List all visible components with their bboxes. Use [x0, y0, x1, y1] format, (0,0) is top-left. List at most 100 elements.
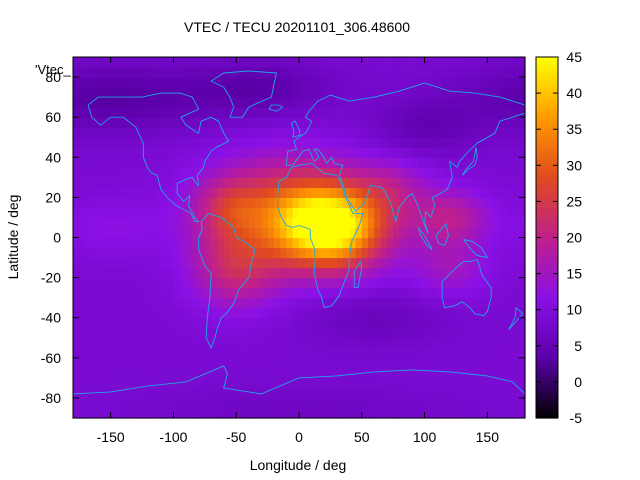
heatmap-cell [299, 297, 306, 309]
heatmap-cell [518, 157, 526, 168]
heatmap-cell [85, 207, 93, 219]
heatmap-cell [79, 77, 87, 88]
heatmap-cell [512, 317, 520, 329]
heatmap-cell [236, 327, 244, 339]
heatmap-cell [236, 387, 244, 399]
colorbar-segment [536, 186, 558, 190]
heatmap-cell [267, 387, 275, 399]
heatmap-cell [104, 127, 112, 138]
heatmap-cell [330, 387, 338, 399]
heatmap-cell [311, 347, 319, 359]
heatmap-cell [499, 317, 507, 329]
heatmap-cell [368, 127, 375, 138]
heatmap-cell [79, 307, 87, 319]
heatmap-cell [110, 237, 118, 249]
heatmap-cell [236, 257, 244, 269]
heatmap-cell [518, 297, 526, 309]
heatmap-cell [123, 117, 131, 128]
heatmap-cell [493, 187, 501, 198]
heatmap-cell [342, 367, 350, 379]
heatmap-cell [186, 217, 193, 229]
heatmap-cell [73, 297, 80, 309]
heatmap-cell [135, 157, 143, 168]
heatmap-cell [217, 87, 225, 98]
heatmap-cell [355, 157, 363, 168]
heatmap-cell [160, 267, 168, 279]
heatmap-cell [299, 387, 306, 399]
heatmap-cell [499, 407, 507, 419]
heatmap-cell [499, 267, 507, 279]
heatmap-cell [167, 57, 175, 68]
heatmap-grid [73, 57, 526, 419]
heatmap-cell [324, 287, 331, 299]
heatmap-cell [380, 357, 388, 369]
heatmap-cell [142, 187, 149, 198]
heatmap-cell [487, 337, 495, 349]
heatmap-cell [481, 287, 488, 299]
x-tick-label: 100 [413, 429, 437, 445]
heatmap-cell [317, 177, 325, 188]
heatmap-cell [135, 177, 143, 188]
heatmap-cell [405, 167, 413, 178]
heatmap-cell [474, 277, 482, 289]
heatmap-cell [487, 157, 495, 168]
heatmap-cell [73, 87, 80, 98]
heatmap-cell [129, 207, 137, 219]
x-tick-label: 0 [295, 429, 303, 445]
heatmap-cell [129, 67, 137, 78]
heatmap-cell [286, 227, 294, 239]
heatmap-cell [374, 107, 382, 118]
heatmap-cell [148, 347, 156, 359]
heatmap-cell [393, 327, 401, 339]
heatmap-cell [217, 177, 225, 188]
heatmap-cell [186, 227, 193, 239]
colorbar-segment [536, 270, 558, 275]
heatmap-cell [481, 187, 488, 198]
heatmap-cell [198, 87, 206, 98]
heatmap-cell [198, 147, 206, 158]
heatmap-cell [236, 377, 244, 389]
colorbar-segment [536, 117, 558, 121]
heatmap-cell [437, 127, 444, 138]
heatmap-cell [430, 147, 438, 158]
heatmap-cell [79, 197, 87, 209]
heatmap-cell [286, 297, 294, 309]
heatmap-cell [242, 277, 250, 289]
heatmap-cell [248, 267, 256, 279]
heatmap-cell [104, 117, 112, 128]
heatmap-cell [499, 137, 507, 148]
heatmap-cell [405, 277, 413, 289]
colorbar-segment [536, 159, 558, 163]
heatmap-cell [204, 287, 212, 299]
heatmap-cell [518, 227, 526, 239]
heatmap-cell [317, 307, 325, 319]
heatmap-cell [292, 57, 300, 68]
heatmap-cell [135, 407, 143, 419]
heatmap-cell [148, 147, 156, 158]
heatmap-cell [487, 97, 495, 108]
heatmap-cell [324, 127, 331, 138]
heatmap-cell [123, 147, 131, 158]
heatmap-cell [204, 187, 212, 198]
heatmap-cell [386, 327, 394, 339]
heatmap-cell [223, 247, 231, 259]
heatmap-cell [361, 207, 369, 219]
heatmap-cell [160, 217, 168, 229]
heatmap-cell [299, 397, 306, 409]
heatmap-cell [317, 277, 325, 289]
heatmap-cell [148, 127, 156, 138]
heatmap-cell [443, 67, 451, 78]
heatmap-cell [437, 297, 444, 309]
heatmap-cell [255, 277, 262, 289]
heatmap-cell [342, 127, 350, 138]
heatmap-cell [286, 337, 294, 349]
coastline-uk [291, 120, 301, 138]
heatmap-cell [98, 87, 105, 98]
heatmap-cell [261, 267, 269, 279]
heatmap-cell [229, 377, 237, 389]
heatmap-cell [437, 237, 444, 249]
heatmap-cell [91, 147, 99, 158]
colorbar-segment [536, 375, 558, 380]
heatmap-cell [449, 397, 457, 409]
heatmap-cell [104, 277, 112, 289]
